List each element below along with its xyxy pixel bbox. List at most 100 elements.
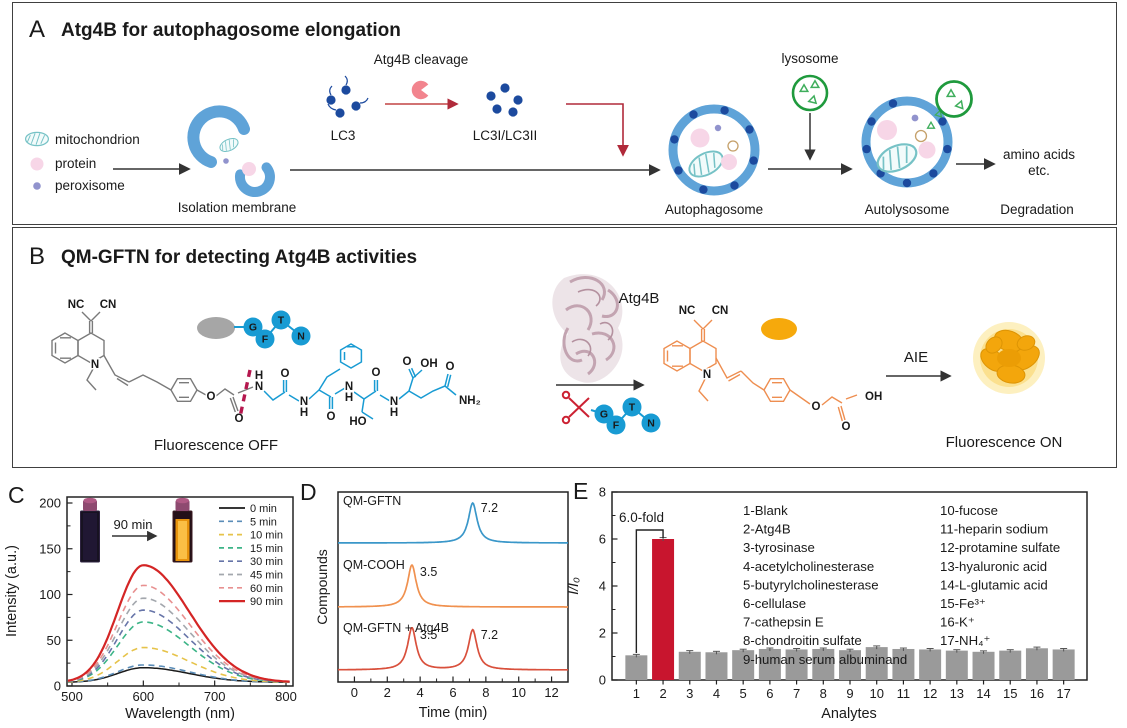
x-tick-label: 8 [482,685,489,700]
inset-time-label: 90 min [113,517,152,532]
chromatogram-trace-3 [338,627,568,671]
fold-change-label: 6.0-fold [619,510,664,525]
x-tick-label: 700 [204,689,226,704]
atom-n: N [300,396,308,408]
bar-analyte-13 [945,650,968,680]
bar-analyte-9 [839,650,861,680]
x-tick-label: 6 [766,686,773,701]
panel-b-canvas: B QM-GFTN for detecting Atg4B activities… [29,243,1062,454]
analyte-legend-item: 17-NH₄⁺ [940,633,990,648]
analyte-legend-item: 9-human serum albuminand [743,652,907,667]
trace-name: QM-GFTN [343,494,401,508]
lysosome-label: lysosome [781,51,838,66]
x-tick-label: 4 [417,685,424,700]
atg4b-enzyme-label: Atg4B [619,290,660,307]
retention-time-label: 7.2 [481,628,498,642]
y-tick-label: 4 [599,579,606,594]
bead-g: G [600,409,608,421]
cleaved-gftn-peptide: G F T N [590,397,661,435]
lc3-label: LC3 [331,128,356,143]
bar-analyte-3 [678,651,701,680]
protein-icon [690,128,710,148]
y-axis-label: I/I₀ [565,577,581,595]
bar-analyte-17 [1052,649,1075,680]
autophagosome [668,104,760,196]
atom-o: O [812,401,821,413]
y-tick-label: 0 [54,679,61,694]
atom-nc: NC [679,305,696,317]
analyte-legend-item: 3-tyrosinase [743,540,815,555]
atom-o: O [403,356,412,368]
x-axis-label: Time (min) [419,705,488,721]
panel-c: C 90 min 0 50 100 150 200 500 600 700 800 Wavelen… [0,470,320,728]
autolysosome-label: Autolysosome [865,202,950,217]
atom-h: H [345,392,353,404]
x-tick-label: 500 [61,689,83,704]
vesicle-icon [727,140,739,152]
atom-h: H [255,370,263,382]
aie-label: AIE [904,349,928,366]
y-tick-label: 6 [599,532,606,547]
etc-label: etc. [1028,163,1050,178]
isolation-membrane [187,105,275,197]
bar-analyte-16 [1025,648,1048,680]
curves [68,564,290,684]
analyte-legend-item: 12-protamine sulfate [940,540,1060,555]
y-tick-label: 100 [39,587,61,602]
legend-protein: protein [55,156,96,171]
atom-nh2: NH₂ [459,395,481,407]
x-tick-label: 0 [351,685,358,700]
analyte-legend-item: 10-fucose [940,503,998,518]
analyte-legend-item: 15-Fe³⁺ [940,596,986,611]
legend-label: 5 min [250,516,277,528]
x-tick-label: 12 [923,686,937,701]
bar-analyte-6 [758,648,781,680]
bar-analyte-7 [785,649,808,680]
peroxisome-icon [33,182,41,190]
protein-icon [877,120,897,140]
bead-g: G [249,322,257,334]
plot-frame [66,496,294,687]
x-tick-label: 13 [950,686,964,701]
amino-acids-label: amino acids [1003,147,1075,162]
analyte-legend-item: 6-cellulase [743,596,806,611]
y-tick-label: 8 [599,485,606,500]
analyte-legend-item: 7-cathepsin E [743,615,824,630]
x-tick-label: 2 [659,686,666,701]
qm-cooh-structure: NC CN N O O OH [663,304,884,435]
x-tick-label: 10 [511,685,525,700]
hplc-chromatogram-chart: D QM-GFTN 7.2QM-COOH 3.5QM-GFTN + Atg4B3.5… [300,479,569,721]
protein-icon [721,154,737,170]
cuvette-after-photo [172,497,193,563]
atom-n: N [255,381,263,393]
y-tick-label: 150 [39,541,61,556]
atom-o: O [327,411,336,423]
panel-d: D QM-GFTN 7.2 QM-COOH 3.5 QM-GFTN + Atg4B 3.5… [290,470,580,728]
panel-a-letter: A [29,16,45,43]
fluorescence-off-label: Fluorescence OFF [154,437,278,454]
atom-oh: OH [420,358,437,370]
atom-n: N [91,359,99,371]
legend-label: 45 min [250,570,283,582]
autophagosome-label: Autophagosome [665,202,763,217]
x-tick-label: 17 [1056,686,1070,701]
atom-n: N [703,369,711,381]
analyte-legend-item: 14-L-glutamic acid [940,577,1048,592]
x-tick-label: 4 [713,686,720,701]
bar-analyte-15 [999,650,1022,680]
scissors-icon [561,390,590,425]
spectrum-curve-10-min [68,646,290,683]
bead-t: T [278,315,285,327]
peroxisome-icon [714,124,722,132]
spectrum-curve-15-min [68,621,290,683]
panel-a: A Atg4B for autophagosome elongation mit… [12,2,1117,225]
bar-analyte-2 [652,539,675,680]
panel-b: B QM-GFTN for detecting Atg4B activities… [12,227,1117,468]
x-tick-label: 10 [869,686,883,701]
retention-time-label: 3.5 [420,565,437,579]
analyte-legend-item: 4-acetylcholinesterase [743,559,874,574]
x-axis-label: Wavelength (nm) [125,706,235,722]
protein-icon [242,162,256,176]
lc3-joining-arrow [566,103,629,157]
